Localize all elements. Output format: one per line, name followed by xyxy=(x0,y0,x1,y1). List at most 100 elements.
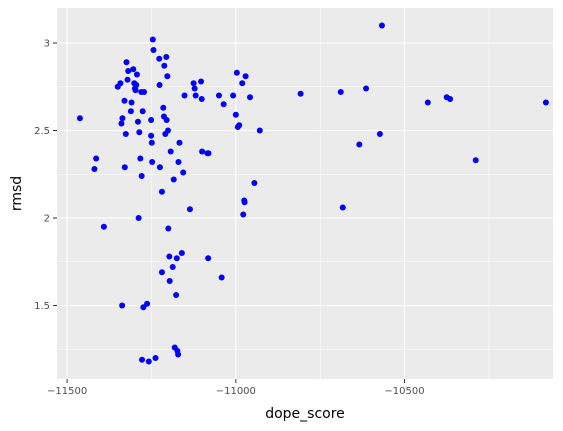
data-point xyxy=(220,101,227,108)
x-tick-label: −10500 xyxy=(384,386,424,397)
data-point xyxy=(424,99,431,106)
data-point xyxy=(156,55,163,62)
data-point xyxy=(127,108,134,115)
data-point xyxy=(198,96,205,102)
data-point xyxy=(124,76,131,83)
data-point xyxy=(192,92,199,99)
data-point xyxy=(91,166,98,172)
data-point xyxy=(93,155,100,162)
data-point xyxy=(122,131,129,137)
data-points xyxy=(76,22,549,365)
data-point xyxy=(165,225,172,232)
data-point xyxy=(145,358,152,365)
data-point xyxy=(128,99,135,106)
data-point xyxy=(186,206,193,213)
data-point xyxy=(175,351,182,358)
data-point xyxy=(133,71,140,78)
data-point xyxy=(158,269,165,276)
data-point xyxy=(167,148,174,155)
x-tick-label: −11500 xyxy=(47,386,87,397)
y-tick-label: 2 xyxy=(44,214,50,225)
y-axis: 1.5 2 2.5 3 xyxy=(34,39,57,312)
major-gridlines xyxy=(57,8,553,379)
data-point xyxy=(100,223,107,230)
data-point xyxy=(447,96,454,102)
data-point xyxy=(242,73,249,80)
data-point xyxy=(356,141,363,148)
data-point xyxy=(141,89,148,95)
data-point xyxy=(117,80,124,87)
data-point xyxy=(363,85,370,92)
data-point xyxy=(135,215,142,221)
data-point xyxy=(378,22,385,29)
data-point xyxy=(149,36,156,43)
data-point xyxy=(218,274,225,281)
data-point xyxy=(233,69,240,76)
data-point xyxy=(236,122,243,129)
data-point xyxy=(215,92,222,99)
data-point xyxy=(247,94,254,101)
data-point xyxy=(137,155,144,162)
data-point xyxy=(180,169,187,176)
data-point xyxy=(472,157,479,164)
x-axis-title: dope_score xyxy=(265,406,345,422)
data-point xyxy=(175,159,182,165)
minor-gridlines xyxy=(57,8,553,379)
data-point xyxy=(169,264,176,270)
data-point xyxy=(133,82,140,88)
data-point xyxy=(164,73,171,80)
y-tick-label: 1.5 xyxy=(34,301,50,312)
data-point xyxy=(181,92,188,99)
data-point xyxy=(132,87,139,94)
data-point xyxy=(134,118,141,125)
data-point xyxy=(178,250,185,256)
data-point xyxy=(76,115,83,122)
data-point xyxy=(173,255,180,262)
data-point xyxy=(241,199,248,206)
data-point xyxy=(256,127,263,134)
data-point xyxy=(158,188,165,195)
data-point xyxy=(230,92,237,99)
data-point xyxy=(163,117,170,123)
data-point xyxy=(144,300,151,307)
data-point xyxy=(542,99,549,106)
data-point xyxy=(118,120,125,127)
data-point xyxy=(119,302,126,309)
data-point xyxy=(176,139,183,146)
data-point xyxy=(239,80,246,87)
data-point xyxy=(121,97,128,104)
data-point xyxy=(136,129,143,136)
data-point xyxy=(376,131,383,137)
data-point xyxy=(125,68,132,74)
data-point xyxy=(156,164,163,171)
data-point xyxy=(199,148,206,155)
data-point xyxy=(160,104,167,111)
y-tick-label: 3 xyxy=(44,39,50,50)
data-point xyxy=(190,80,197,87)
y-tick-label: 2.5 xyxy=(34,126,50,137)
data-point xyxy=(170,176,177,183)
data-point xyxy=(339,204,346,211)
data-point xyxy=(123,59,130,66)
data-point xyxy=(150,47,157,53)
data-point xyxy=(161,62,168,69)
data-point xyxy=(205,150,212,157)
data-point xyxy=(173,292,180,298)
data-point xyxy=(152,355,159,361)
data-point xyxy=(138,173,145,179)
x-axis: −11500 −11000 −10500 xyxy=(47,379,425,397)
data-point xyxy=(156,82,163,88)
y-axis-title: rmsd xyxy=(9,176,25,211)
data-point xyxy=(148,117,155,123)
data-point xyxy=(148,132,155,139)
data-point xyxy=(337,89,344,95)
data-point xyxy=(139,356,146,363)
data-point xyxy=(119,115,126,122)
data-point xyxy=(165,127,172,134)
data-point xyxy=(149,159,156,165)
data-point xyxy=(148,139,155,146)
data-point xyxy=(166,253,173,260)
data-point xyxy=(240,211,247,218)
data-point xyxy=(251,180,258,186)
